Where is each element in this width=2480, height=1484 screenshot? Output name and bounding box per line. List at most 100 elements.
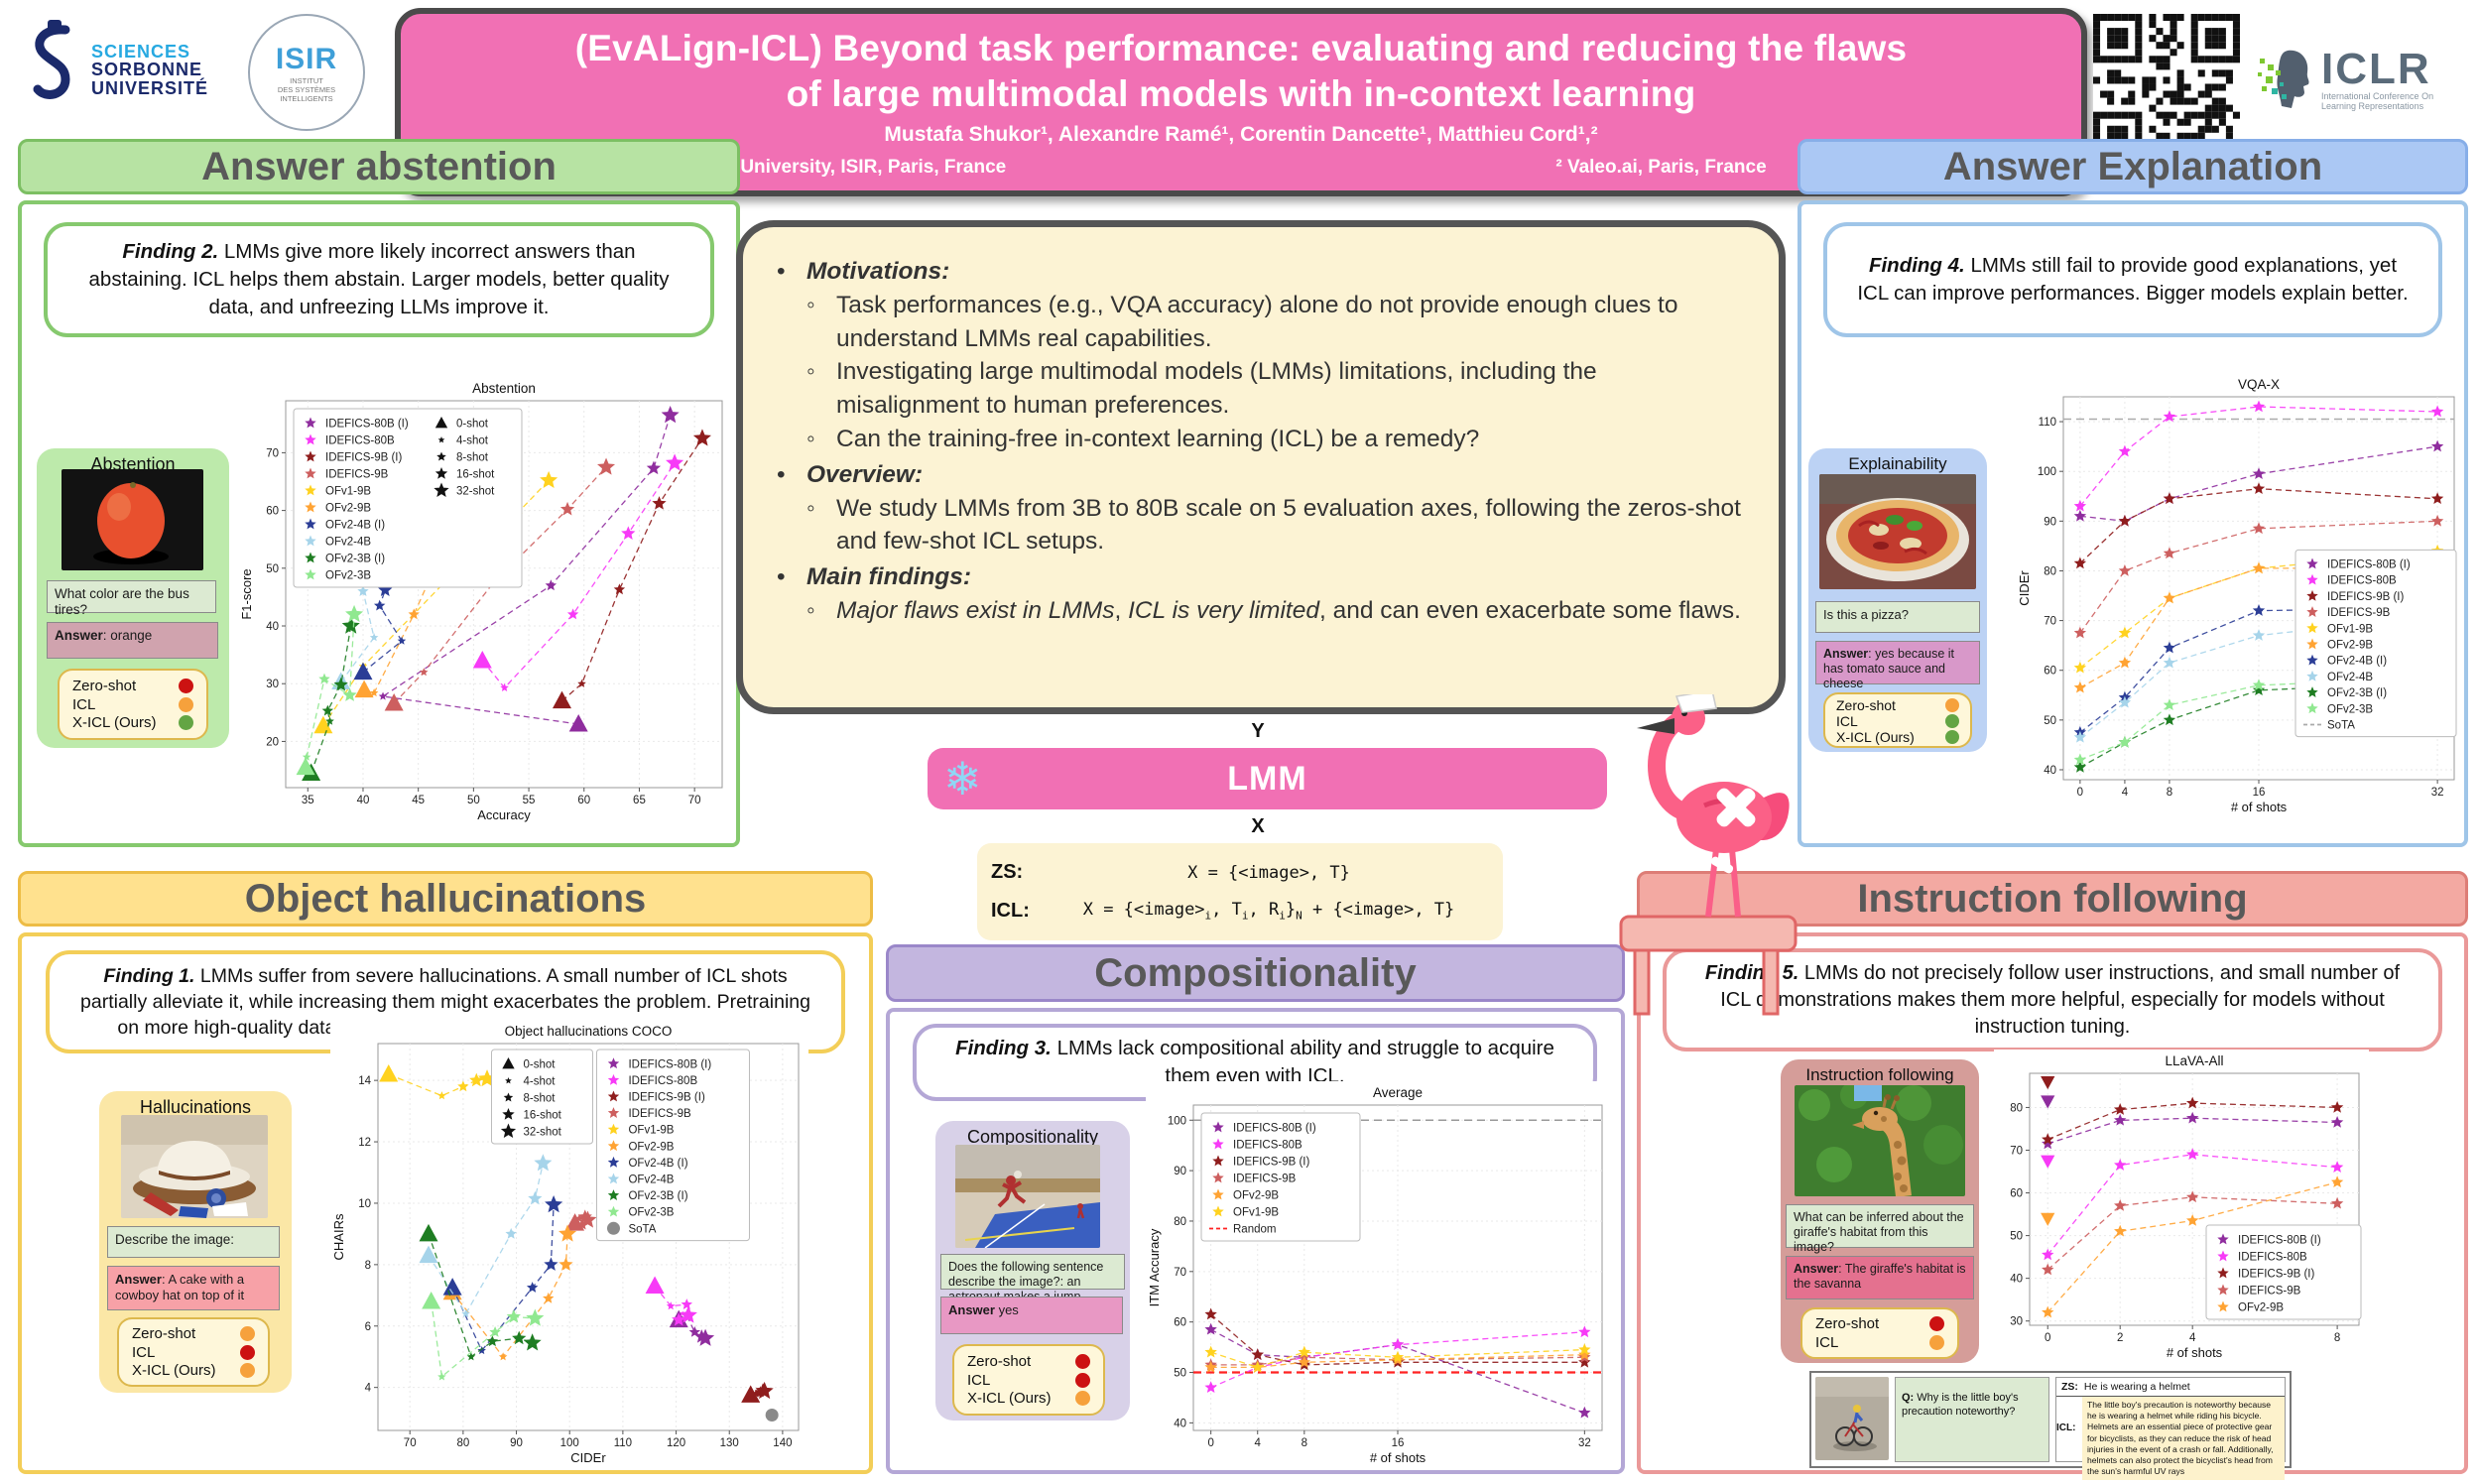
sorbonne-line3: UNIVERSITÉ — [91, 77, 209, 98]
svg-text:8-shot: 8-shot — [456, 452, 489, 464]
svg-text:OFv2-3B: OFv2-3B — [2327, 703, 2373, 715]
svg-text:70: 70 — [404, 1437, 417, 1449]
svg-text:CIDEr: CIDEr — [2017, 570, 2032, 606]
svg-text:OFv2-9B: OFv2-9B — [2327, 640, 2373, 652]
explanation-answer-text: : yes because it has tomato sauce and ch… — [1823, 647, 1955, 690]
svg-text:40: 40 — [2044, 765, 2056, 777]
icl-formula: X = {<image>i, Ti, Ri}N + {<image>, T} — [1082, 900, 1455, 923]
isir-sub3: INTELLIGENTS — [280, 93, 333, 103]
svg-text:0: 0 — [2077, 787, 2083, 799]
flamingo-mascot — [1609, 689, 1807, 1022]
svg-text:0: 0 — [2045, 1332, 2050, 1344]
svg-text:20: 20 — [266, 736, 279, 748]
svg-text:IDEFICS-80B (I): IDEFICS-80B (I) — [2327, 559, 2411, 571]
svg-text:40: 40 — [1174, 1418, 1186, 1429]
hallucinations-card-title: Hallucinations — [139, 1097, 252, 1117]
hallucinations-question: Describe the image: — [115, 1232, 235, 1247]
legend-row: Zero-shot — [72, 678, 193, 694]
svg-text:IDEFICS-9B (I): IDEFICS-9B (I) — [325, 452, 402, 464]
svg-text:65: 65 — [633, 795, 646, 806]
motivation-section: • Overview: — [777, 460, 924, 488]
svg-text:8-shot: 8-shot — [523, 1093, 556, 1105]
finding3-text: LMMs lack compositional ability and stru… — [1056, 1037, 1554, 1087]
legend-dot — [1929, 1316, 1944, 1332]
helmet-example-box: Q: Why is the little boy's precaution no… — [1809, 1371, 2292, 1481]
svg-text:Abstention: Abstention — [472, 381, 536, 396]
iclr-head-icon — [2258, 50, 2309, 108]
legend-row: ICL — [967, 1372, 1090, 1389]
explanation-panel-title: Answer Explanation — [1942, 144, 2323, 188]
svg-text:35: 35 — [302, 795, 314, 806]
icl-label: ICL: — [991, 900, 1030, 922]
finding5-text: LMMs do not precisely follow user instru… — [1720, 961, 2401, 1038]
svg-text:45: 45 — [412, 795, 425, 806]
svg-text:30: 30 — [2010, 1316, 2023, 1328]
svg-text:30: 30 — [266, 679, 279, 690]
poster-title-line2: of large multimodal models with in-conte… — [786, 73, 1696, 114]
helmet-question-box: Q: Why is the little boy's precaution no… — [1895, 1377, 2049, 1462]
svg-text:4: 4 — [365, 1383, 372, 1395]
finding3-label: Finding 3. — [955, 1037, 1052, 1060]
abstention-answer-label: Answer — [55, 628, 103, 643]
poster-authors: Mustafa Shukor¹, Alexandre Ramé¹, Corent… — [884, 123, 1598, 146]
legend-dot — [1075, 1391, 1090, 1407]
helmet-icl-row: ICL: The little boy's precaution is note… — [2056, 1397, 2285, 1481]
finding1-label: Finding 1. — [103, 964, 195, 987]
isir-logo: ISIR INSTITUT DES SYSTÈMES INTELLIGENTS — [248, 14, 365, 131]
svg-text:4: 4 — [2189, 1332, 2196, 1344]
legend-row: ICL — [1815, 1334, 1944, 1351]
legend-row: Zero-shot — [1815, 1315, 1944, 1332]
affiliation-2: ² Valeo.ai, Paris, France — [1555, 157, 1767, 178]
svg-text:IDEFICS-9B (I): IDEFICS-9B (I) — [2327, 591, 2404, 603]
svg-text:OFv2-9B: OFv2-9B — [325, 503, 371, 515]
instruction-shot-legend: Zero-shot ICL — [1800, 1307, 1959, 1359]
svg-text:IDEFICS-9B: IDEFICS-9B — [628, 1108, 691, 1120]
motivations-box: • Motivations: ◦ Task performances (e.g., V… — [736, 220, 1786, 714]
svg-text:4: 4 — [2122, 787, 2129, 799]
svg-text:IDEFICS-80B (I): IDEFICS-80B (I) — [325, 419, 409, 431]
isir-name: ISIR — [275, 42, 338, 75]
svg-text:0-shot: 0-shot — [456, 419, 489, 431]
legend-row: X-ICL (Ours) — [132, 1362, 255, 1379]
iclr-name: ICLR — [2321, 45, 2431, 93]
svg-text:100: 100 — [2038, 466, 2056, 478]
svg-text:60: 60 — [577, 795, 590, 806]
svg-text:110: 110 — [614, 1437, 632, 1449]
hallucinations-panel-header: Object hallucinations — [18, 871, 873, 927]
legend-dot — [1945, 730, 1959, 744]
motivation-item: ◦ Can the training-free in-context learni… — [806, 425, 1480, 452]
hallucinations-answer-box: Answer: A cake with a cowboy hat on top … — [107, 1266, 280, 1310]
svg-text:50: 50 — [266, 563, 279, 575]
hallucinations-question-box: Describe the image: — [107, 1226, 280, 1258]
instruction-question-box: What can be inferred about the giraffe's… — [1786, 1204, 1974, 1254]
legend-dot — [1929, 1334, 1944, 1350]
legend-dot — [1945, 698, 1959, 712]
legend-dot — [179, 678, 193, 693]
svg-text:IDEFICS-80B (I): IDEFICS-80B (I) — [628, 1058, 711, 1070]
iclr-logo: ICLR International Conference On Learnin… — [2254, 40, 2470, 119]
svg-text:IDEFICS-80B: IDEFICS-80B — [2238, 1252, 2307, 1264]
hallucinations-shot-legend: Zero-shot ICL X-ICL (Ours) — [117, 1317, 270, 1387]
svg-text:OFv2-4B: OFv2-4B — [628, 1175, 674, 1186]
instruction-answer-text: : The giraffe's habitat is the savanna — [1794, 1262, 1966, 1291]
svg-text:OFv2-9B: OFv2-9B — [628, 1141, 674, 1153]
explanation-question: Is this a pizza? — [1823, 607, 1909, 622]
svg-text:55: 55 — [523, 795, 536, 806]
svg-text:14: 14 — [358, 1075, 371, 1087]
abstention-panel-header: Answer abstention — [18, 139, 740, 194]
helmet-zs-text: He is wearing a helmet — [2083, 1381, 2190, 1393]
legend-dot — [240, 1344, 255, 1360]
explanation-panel-header: Answer Explanation — [1798, 139, 2468, 194]
svg-text:0: 0 — [1207, 1437, 1213, 1449]
compositionality-panel-title: Compositionality — [1094, 950, 1417, 995]
cowboy-hat-image — [121, 1115, 268, 1218]
svg-text:70: 70 — [688, 795, 701, 806]
legend-row: ICL — [132, 1344, 255, 1361]
abstention-chart: 35 40 45 50 55 60 65 70 20 30 40 50 60 70 Abstention Ac… — [238, 377, 732, 825]
svg-text:2: 2 — [2117, 1332, 2123, 1344]
svg-text:110: 110 — [2039, 417, 2056, 429]
motivation-item: ◦ Major flaws exist in LMMs, ICL is very … — [806, 596, 1741, 624]
svg-text:4-shot: 4-shot — [456, 435, 489, 447]
svg-text:IDEFICS-80B: IDEFICS-80B — [628, 1075, 697, 1087]
svg-text:60: 60 — [1174, 1317, 1186, 1329]
